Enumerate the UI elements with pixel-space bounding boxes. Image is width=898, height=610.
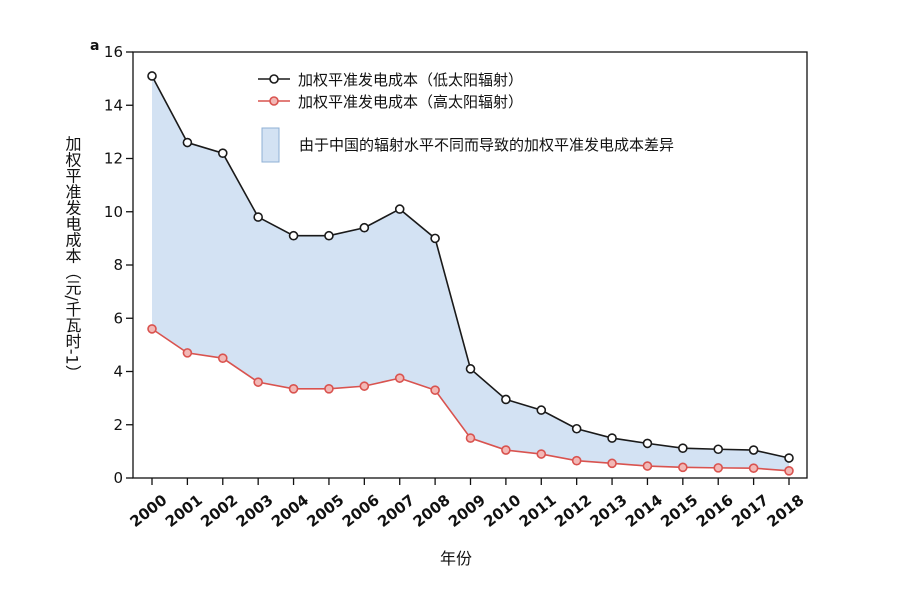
data-point-s0-2015 <box>678 443 688 453</box>
data-point-s1-2018 <box>784 466 794 476</box>
y-tick-label-2: 2 <box>113 416 123 434</box>
data-point-s1-2017 <box>748 463 759 473</box>
y-tick-label-0: 0 <box>113 469 123 487</box>
x-axis: 2000200120022003200420052006200720082009… <box>126 478 807 531</box>
data-point-s1-2010 <box>501 445 511 455</box>
x-tick-label-2003: 2003 <box>233 491 277 531</box>
data-point-s1-2008 <box>430 385 440 395</box>
data-point-s1-2004 <box>288 384 299 394</box>
data-point-s1-2015 <box>678 462 688 473</box>
x-tick-label-2000: 2000 <box>126 491 170 531</box>
data-point-s1-2012 <box>571 455 582 466</box>
data-point-s0-2018 <box>784 453 794 463</box>
legend-swatch-area <box>261 127 280 163</box>
legend-item-low: 加权平准发电成本（低太阳辐射） <box>258 71 523 89</box>
x-tick-label-2014: 2014 <box>622 491 666 531</box>
legend: 加权平准发电成本（低太阳辐射） 加权平准发电成本（高太阳辐射） 由于中国的辐射水… <box>258 71 674 163</box>
legend-marker-high <box>269 96 279 106</box>
series-layer <box>147 71 794 476</box>
data-point-s0-2005 <box>324 230 334 241</box>
x-tick-label-2005: 2005 <box>303 491 347 531</box>
x-tick-label-2006: 2006 <box>339 491 383 531</box>
x-tick-label-2009: 2009 <box>445 491 489 531</box>
data-point-s1-2011 <box>536 449 547 459</box>
data-point-s1-2006 <box>359 381 370 391</box>
y-tick-label-12: 12 <box>104 150 123 168</box>
data-point-s1-2002 <box>217 353 228 363</box>
x-axis-title: 年份 <box>440 549 472 568</box>
data-point-s1-2003 <box>253 377 263 387</box>
y-tick-label-6: 6 <box>113 309 123 327</box>
data-point-s1-2013 <box>607 458 617 469</box>
x-tick-label-2017: 2017 <box>728 491 772 531</box>
data-point-s0-2014 <box>642 438 653 449</box>
data-point-s0-2007 <box>394 204 405 214</box>
y-tick-label-16: 16 <box>104 43 123 61</box>
data-point-s0-2008 <box>430 233 440 244</box>
difference-area <box>152 75 789 471</box>
data-point-s0-2001 <box>182 137 193 148</box>
x-tick-label-2004: 2004 <box>268 491 312 531</box>
y-axis-title: 加权平准发电成本（元/千瓦时-1） <box>63 135 82 380</box>
x-tick-label-2007: 2007 <box>374 491 418 531</box>
panel-label: a <box>90 38 99 54</box>
x-tick-label-2018: 2018 <box>763 491 807 531</box>
x-tick-label-2013: 2013 <box>587 491 631 531</box>
x-tick-label-2002: 2002 <box>197 491 241 531</box>
x-tick-label-2001: 2001 <box>162 491 206 531</box>
data-point-s1-2005 <box>324 384 334 394</box>
x-tick-label-2015: 2015 <box>657 491 701 531</box>
y-tick-label-10: 10 <box>104 203 123 221</box>
x-tick-label-2011: 2011 <box>516 491 560 531</box>
legend-label-area: 由于中国的辐射水平不同而导致的加权平准发电成本差异 <box>299 136 674 154</box>
y-tick-label-8: 8 <box>113 256 123 274</box>
data-point-s1-2009 <box>465 433 476 443</box>
data-point-s1-2014 <box>642 461 653 471</box>
data-point-s0-2012 <box>571 423 582 434</box>
x-tick-label-2010: 2010 <box>480 491 524 531</box>
data-point-s0-2010 <box>501 394 511 405</box>
y-axis: 0 2 4 6 8 10 12 14 16 <box>104 43 133 487</box>
data-point-s0-2006 <box>359 222 370 233</box>
x-tick-label-2016: 2016 <box>693 491 737 531</box>
data-point-s0-2017 <box>748 445 759 455</box>
legend-label-high: 加权平准发电成本（高太阳辐射） <box>298 93 523 111</box>
legend-item-area: 由于中国的辐射水平不同而导致的加权平准发电成本差异 <box>261 127 674 163</box>
data-point-s0-2000 <box>147 71 157 81</box>
data-point-s0-2013 <box>607 433 617 443</box>
data-point-s0-2004 <box>288 230 299 241</box>
legend-marker-low <box>269 74 279 84</box>
data-point-s0-2002 <box>217 148 228 158</box>
data-point-s1-2007 <box>394 373 405 383</box>
data-point-s1-2000 <box>147 324 157 334</box>
data-point-s1-2016 <box>713 463 724 473</box>
data-point-s0-2016 <box>713 444 724 455</box>
x-tick-label-2012: 2012 <box>551 491 595 531</box>
legend-label-low: 加权平准发电成本（低太阳辐射） <box>298 71 523 89</box>
data-point-s0-2003 <box>253 212 263 222</box>
x-tick-label-2008: 2008 <box>410 491 454 531</box>
y-tick-label-14: 14 <box>104 96 123 114</box>
legend-item-high: 加权平准发电成本（高太阳辐射） <box>258 93 523 111</box>
data-point-s1-2001 <box>182 348 193 358</box>
data-point-s0-2009 <box>465 364 476 374</box>
data-point-s0-2011 <box>536 405 547 415</box>
y-tick-label-4: 4 <box>113 363 123 381</box>
